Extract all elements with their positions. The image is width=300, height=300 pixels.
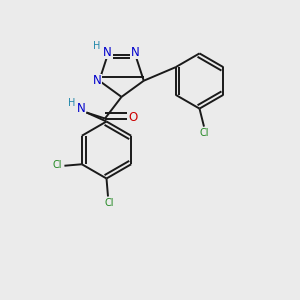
- Text: N: N: [76, 102, 85, 116]
- Text: H: H: [93, 41, 100, 51]
- Text: N: N: [103, 46, 112, 59]
- Text: Cl: Cl: [200, 128, 209, 138]
- Text: N: N: [131, 46, 140, 59]
- Text: N: N: [92, 74, 101, 87]
- Text: H: H: [68, 98, 75, 109]
- Text: O: O: [129, 111, 138, 124]
- Text: Cl: Cl: [52, 160, 62, 170]
- Text: Cl: Cl: [105, 198, 114, 208]
